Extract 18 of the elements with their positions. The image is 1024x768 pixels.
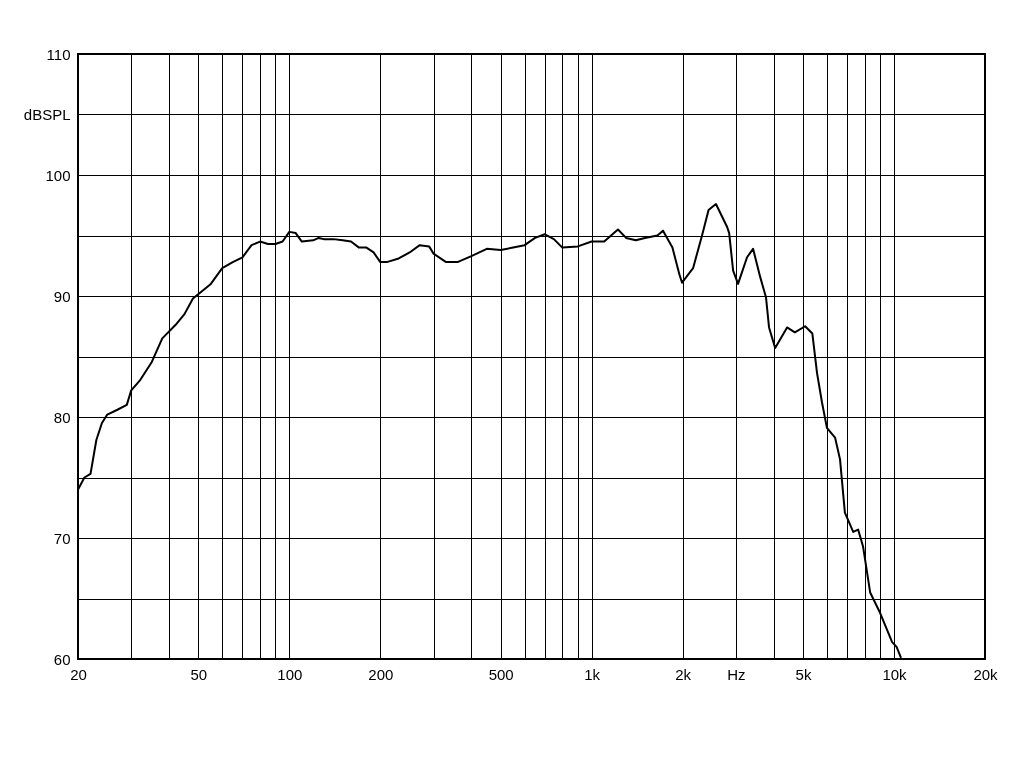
y-tick-label: 80 [53,408,71,426]
x-tick-label: 100 [277,665,303,683]
y-tick-label: 90 [53,287,71,305]
x-tick-label: 10k [882,665,908,683]
y-tick-label: 70 [53,529,71,547]
y-tick-label: 60 [53,650,71,668]
x-tick-label: Hz [727,665,746,683]
y-tick-label: dBSPL [23,106,71,123]
y-tick-label: 110 [46,45,71,63]
x-tick-label: 500 [488,665,514,683]
y-tick-label: 100 [45,166,71,184]
x-tick-label: 1k [584,665,601,683]
x-tick-label: 5k [795,665,812,683]
x-tick-label: 20k [973,665,999,683]
x-tick-label: 20 [70,665,87,683]
x-tick-label: 50 [190,665,208,683]
x-tick-label: 200 [368,665,394,683]
x-tick-label: 2k [675,665,692,683]
